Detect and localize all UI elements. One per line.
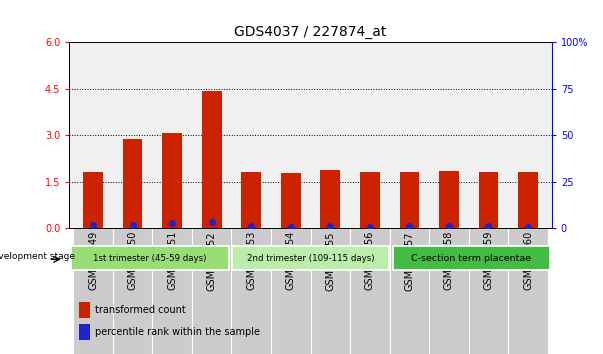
Bar (79, 302, 90, 318)
Bar (271, 228, 311, 354)
Bar (360, 172, 380, 228)
Bar (469, 228, 508, 354)
Text: transformed count: transformed count (95, 305, 186, 315)
Bar (439, 171, 459, 228)
Point (365, 224, 374, 230)
Bar (202, 91, 221, 228)
Bar (390, 228, 429, 354)
Text: C-section term placentae: C-section term placentae (411, 253, 531, 263)
Bar (123, 139, 142, 228)
Point (326, 223, 335, 228)
Bar (508, 228, 548, 354)
Point (484, 223, 493, 229)
Text: 2nd trimester (109-115 days): 2nd trimester (109-115 days) (247, 253, 374, 263)
Bar (79, 324, 90, 340)
Bar (232, 228, 271, 354)
Bar (518, 172, 538, 228)
Bar (400, 172, 419, 228)
Bar (153, 228, 192, 354)
Title: GDS4037 / 227874_at: GDS4037 / 227874_at (235, 25, 387, 39)
Text: 1st trimester (45-59 days): 1st trimester (45-59 days) (93, 253, 206, 263)
Bar (162, 133, 182, 228)
Text: development stage: development stage (0, 252, 75, 261)
Bar (311, 228, 350, 354)
Bar (393, 246, 550, 270)
Bar (429, 228, 469, 354)
Point (167, 220, 177, 225)
Point (88, 222, 98, 228)
Point (286, 224, 295, 230)
Point (523, 224, 533, 229)
Bar (281, 173, 301, 228)
Text: percentile rank within the sample: percentile rank within the sample (95, 327, 260, 337)
Point (247, 223, 256, 229)
Bar (479, 172, 498, 228)
Point (128, 223, 137, 228)
Bar (83, 172, 103, 228)
Bar (113, 228, 153, 354)
Bar (232, 246, 390, 270)
Bar (241, 172, 261, 228)
Bar (71, 246, 229, 270)
Bar (320, 170, 340, 228)
Point (207, 219, 216, 225)
Bar (192, 228, 232, 354)
Point (444, 223, 454, 229)
Bar (350, 228, 390, 354)
Point (405, 223, 414, 229)
Bar (74, 228, 113, 354)
